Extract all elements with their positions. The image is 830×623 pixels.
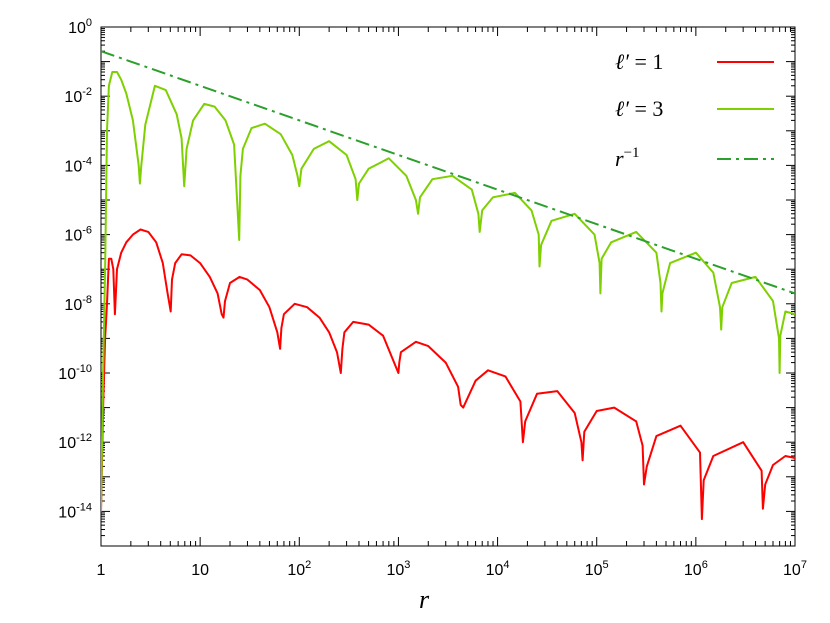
x-tick-label: 103	[386, 559, 410, 579]
x-axis-label: r	[419, 585, 430, 614]
x-tick-label: 105	[585, 559, 609, 579]
y-tick-label: 10-12	[58, 432, 92, 452]
x-tick-label: 106	[684, 559, 708, 579]
x-tick-label: 107	[783, 559, 807, 579]
x-tick-label: 10	[191, 562, 209, 579]
legend-label-3: r−1	[615, 145, 640, 171]
x-tick-label: 1	[97, 562, 106, 579]
x-tick-label: 102	[287, 559, 311, 579]
series-line-2	[101, 71, 795, 512]
series-layer	[101, 50, 795, 521]
x-tick-labels: 1 10 102 103 104 105 106 107	[97, 559, 807, 579]
y-tick-label: 10-10	[58, 363, 92, 383]
y-tick-label: 10-8	[64, 294, 92, 314]
y-tick-labels: 100 10-2 10-4 10-6 10-8 10-10 10-12 10-14	[58, 17, 92, 521]
y-tick-label: 10-4	[64, 155, 92, 175]
plot-frame	[100, 26, 796, 547]
y-tick-label: 10-2	[64, 86, 92, 106]
y-tick-label: 10-14	[58, 501, 92, 521]
x-tick-label: 104	[486, 559, 510, 579]
series-line-3	[101, 50, 795, 295]
legend: ℓ′ = 1 ℓ′ = 3 r−1	[615, 49, 774, 171]
legend-label-1: ℓ′ = 1	[615, 49, 663, 74]
y-tick-label: 10-6	[64, 225, 92, 245]
series-line-1	[101, 228, 795, 521]
y-tick-label: 100	[68, 17, 92, 37]
axis-ticks	[100, 26, 796, 547]
legend-label-2: ℓ′ = 3	[615, 96, 663, 121]
